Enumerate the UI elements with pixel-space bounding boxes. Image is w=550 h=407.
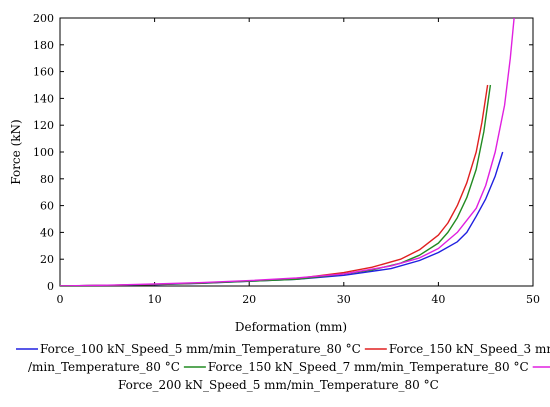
y-tick-label: 180 bbox=[33, 39, 54, 52]
y-tick-label: 20 bbox=[40, 253, 54, 266]
x-tick-label: 50 bbox=[526, 293, 540, 306]
plot-area bbox=[59, 17, 534, 287]
legend-label: Force_200 kN_Speed_5 mm/min_Temperature_… bbox=[118, 378, 439, 392]
y-tick-label: 100 bbox=[33, 146, 54, 159]
legend: Force_100 kN_Speed_5 mm/min_Temperature_… bbox=[16, 342, 550, 392]
series-lines bbox=[60, 18, 515, 286]
y-tick-label: 160 bbox=[33, 66, 54, 79]
x-tick-label: 40 bbox=[431, 293, 445, 306]
series-line-3 bbox=[60, 18, 515, 286]
y-axis-title: Force (kN) bbox=[9, 119, 23, 184]
plot-border bbox=[59, 17, 534, 287]
legend-label: Force_150 kN_Speed_3 mm bbox=[389, 342, 550, 356]
series-line-2 bbox=[60, 84, 492, 286]
y-tick-label: 140 bbox=[33, 92, 54, 105]
x-tick-label: 30 bbox=[337, 293, 351, 306]
legend-label: Force_100 kN_Speed_5 mm/min_Temperature_… bbox=[40, 342, 361, 356]
legend-label: /min_Temperature_80 °C bbox=[28, 360, 180, 374]
series-line-0 bbox=[60, 151, 504, 286]
y-tick-label: 200 bbox=[33, 12, 54, 25]
y-tick-label: 80 bbox=[40, 173, 54, 186]
y-axis-ticks: 0 20 40 60 80 100 120 140 160 180 200 bbox=[33, 12, 533, 293]
y-tick-label: 0 bbox=[47, 280, 54, 293]
y-tick-label: 60 bbox=[40, 200, 54, 213]
y-tick-label: 120 bbox=[33, 119, 54, 132]
x-tick-label: 0 bbox=[57, 293, 64, 306]
y-tick-label: 40 bbox=[40, 226, 54, 239]
x-axis-title: Deformation (mm) bbox=[235, 320, 347, 334]
x-tick-label: 20 bbox=[242, 293, 256, 306]
x-tick-label: 10 bbox=[148, 293, 162, 306]
legend-label: Force_150 kN_Speed_7 mm/min_Temperature_… bbox=[208, 360, 529, 374]
x-axis-ticks: 0 10 20 30 40 50 bbox=[57, 18, 540, 306]
